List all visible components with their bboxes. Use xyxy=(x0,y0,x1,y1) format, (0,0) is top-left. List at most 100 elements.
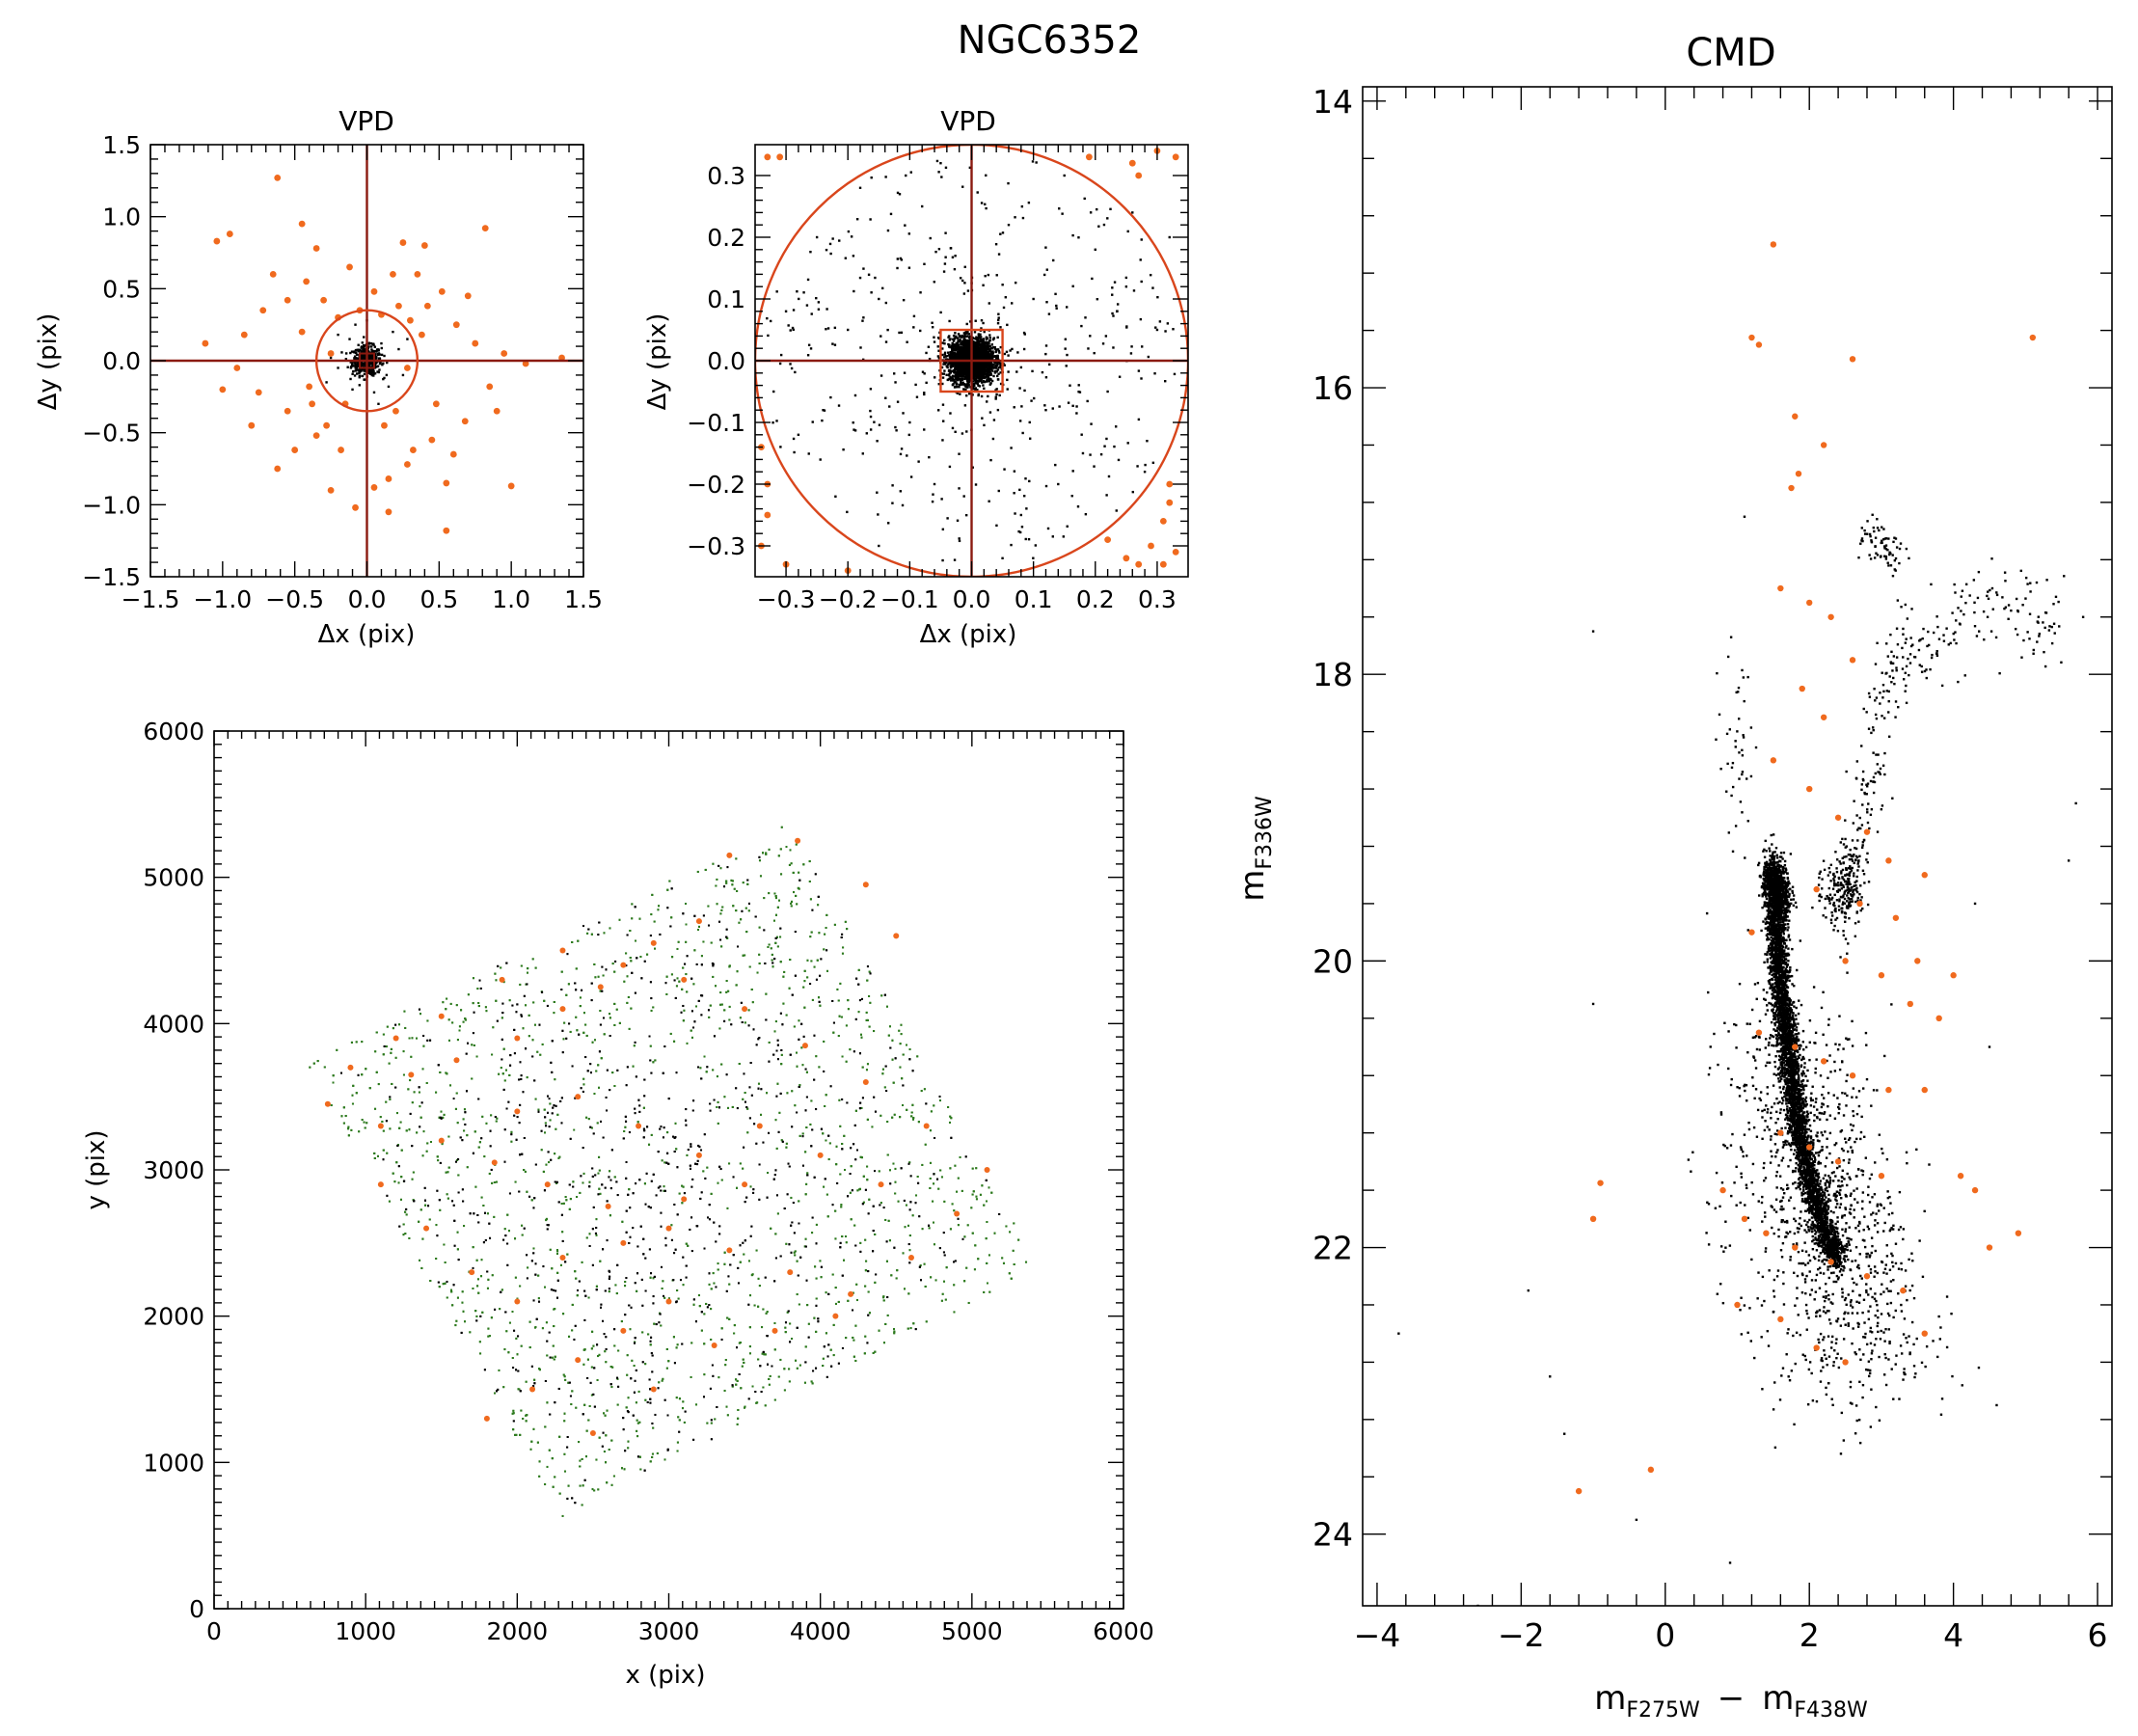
vpd_zoom-star xyxy=(952,348,955,351)
vpd_wide-star xyxy=(370,351,374,354)
vpd_wide-star xyxy=(368,369,371,373)
vpd_zoom-star xyxy=(952,343,956,346)
vpd_zoom-star xyxy=(894,425,897,429)
vpd_zoom-star xyxy=(994,389,997,392)
vpd_zoom-star xyxy=(990,363,994,366)
vpd_zoom-star xyxy=(867,273,871,276)
vpd_wide-orange-star xyxy=(274,465,282,473)
vpd_wide-orange-star xyxy=(381,421,388,429)
vpd_zoom-star xyxy=(976,191,979,194)
vpd_zoom-star xyxy=(992,345,995,349)
vpd_zoom-star xyxy=(987,377,989,380)
vpd_zoom-star xyxy=(1010,447,1013,449)
vpd_wide-star xyxy=(377,353,380,357)
vpd_zoom-star xyxy=(1103,445,1106,448)
vpd_wide-star xyxy=(368,371,371,375)
vpd_wide-star xyxy=(366,354,370,358)
vpd_wide-star xyxy=(337,366,339,369)
vpd_zoom-star xyxy=(1034,544,1038,547)
vpd_zoom-star xyxy=(975,337,978,340)
vpd_wide-orange-star xyxy=(481,225,489,232)
vpd_wide-star xyxy=(372,374,375,377)
vpd_zoom-star xyxy=(935,159,939,163)
vpd_zoom-star xyxy=(974,483,978,486)
vpd_wide-xtick-label: 1.0 xyxy=(492,585,530,613)
vpd_zoom-core-box xyxy=(939,328,1004,393)
vpd_zoom-star xyxy=(951,377,955,381)
vpd_zoom-star xyxy=(987,394,989,398)
vpd_zoom-star xyxy=(1066,525,1069,528)
vpd_zoom-star xyxy=(1102,223,1106,227)
vpd_zoom-star xyxy=(967,371,970,375)
vpd_zoom-star xyxy=(988,383,991,386)
vpd_zoom-star xyxy=(1054,463,1057,467)
vpd_zoom-star xyxy=(961,367,964,370)
vpd_zoom-star xyxy=(819,458,822,461)
vpd_zoom-star xyxy=(980,327,983,330)
vpd_zoom-star xyxy=(948,362,951,366)
vpd_zoom-star xyxy=(1022,347,1026,351)
vpd_wide-orange-star xyxy=(219,386,227,393)
vpd_zoom-star xyxy=(815,296,818,300)
vpd_wide-star xyxy=(379,362,382,365)
vpd_zoom-plot-area xyxy=(755,145,1188,577)
vpd-wide-title: VPD xyxy=(338,105,394,137)
vpd_zoom-star xyxy=(896,191,900,195)
vpd_zoom-star xyxy=(966,355,969,358)
vpd_zoom-star xyxy=(987,345,989,348)
vpd_zoom-star xyxy=(953,356,956,359)
vpd_zoom-star xyxy=(895,429,898,432)
vpd_zoom-star xyxy=(811,420,814,423)
vpd_zoom-orange-star xyxy=(1159,518,1167,525)
vpd_zoom-star xyxy=(978,348,981,352)
vpd_zoom-star xyxy=(961,432,964,435)
vpd_zoom-star xyxy=(941,376,945,379)
vpd_zoom-star xyxy=(993,346,997,349)
vpd_wide-xtick-label: −1.0 xyxy=(193,585,252,613)
vpd_wide-orange-star xyxy=(320,296,327,304)
vpd_zoom-star xyxy=(1061,212,1064,215)
vpd_zoom-star xyxy=(1129,352,1133,355)
vpd_wide-orange-star xyxy=(420,242,428,249)
vpd_wide-star xyxy=(370,370,374,373)
vpd_wide-star xyxy=(372,369,375,373)
vpd_zoom-star xyxy=(968,346,971,350)
vpd_zoom-star xyxy=(999,232,1002,235)
vpd_zoom-star xyxy=(961,375,963,378)
vpd_zoom-star xyxy=(986,400,988,403)
vpd_zoom-star xyxy=(896,400,900,403)
vpd_zoom-xtick-label: 0.0 xyxy=(953,585,991,613)
vpd_wide-star xyxy=(375,349,378,353)
vpd_wide-orange-star xyxy=(370,287,378,295)
vpd_zoom-star xyxy=(939,162,942,165)
vpd_wide-ytick-label: 1.0 xyxy=(102,203,141,231)
vpd_zoom-star xyxy=(946,366,949,369)
vpd_wide-star xyxy=(370,348,373,351)
vpd_wide-star xyxy=(358,370,362,374)
vpd_zoom-star xyxy=(817,308,821,311)
vpd_zoom-star xyxy=(1081,451,1085,455)
vpd_zoom-star xyxy=(968,361,972,365)
vpd_zoom-star xyxy=(870,291,873,294)
vpd_wide-star xyxy=(401,373,405,377)
vpd_zoom-star xyxy=(1052,258,1055,262)
vpd_zoom-star xyxy=(906,454,908,457)
vpd_zoom-star xyxy=(986,378,988,382)
vpd_zoom-star xyxy=(955,361,959,364)
vpd_zoom-star xyxy=(967,393,971,395)
vpd_zoom-star xyxy=(964,335,967,339)
vpd_zoom-star xyxy=(876,491,879,494)
vpd_zoom-star xyxy=(955,373,958,376)
vpd_zoom-star xyxy=(896,266,899,270)
vpd_wide-star xyxy=(376,370,379,373)
vpd_wide-ytick-label: 0.0 xyxy=(102,347,141,375)
vpd_zoom-star xyxy=(937,171,940,174)
vpd_zoom-star xyxy=(963,363,966,366)
vpd_wide-orange-star xyxy=(312,245,320,252)
vpd_zoom-star xyxy=(934,250,937,254)
vpd_zoom-star xyxy=(964,351,968,354)
vpd_zoom-star xyxy=(941,403,945,406)
vpd_zoom-star xyxy=(986,368,988,371)
vpd_zoom-star xyxy=(1080,324,1083,328)
vpd_wide-star xyxy=(354,361,357,365)
